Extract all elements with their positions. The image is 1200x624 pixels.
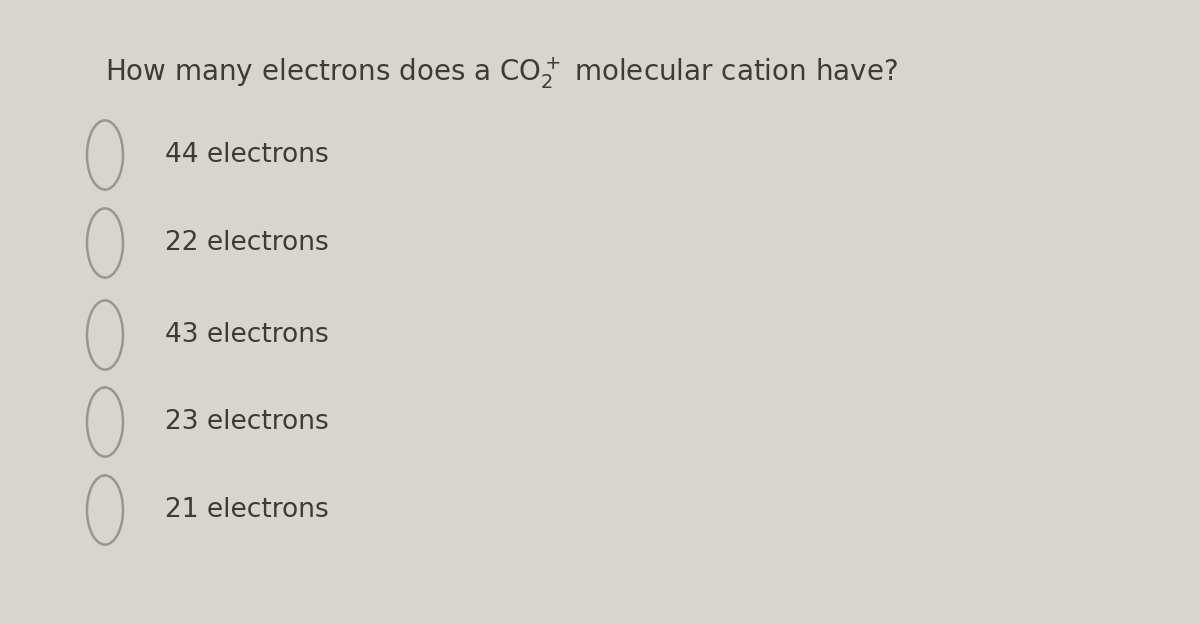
Text: 44 electrons: 44 electrons xyxy=(166,142,329,168)
Text: 21 electrons: 21 electrons xyxy=(166,497,329,523)
Text: 43 electrons: 43 electrons xyxy=(166,322,329,348)
Text: 23 electrons: 23 electrons xyxy=(166,409,329,435)
Text: 22 electrons: 22 electrons xyxy=(166,230,329,256)
Text: How many electrons does a CO$_2^+$ molecular cation have?: How many electrons does a CO$_2^+$ molec… xyxy=(106,55,898,91)
